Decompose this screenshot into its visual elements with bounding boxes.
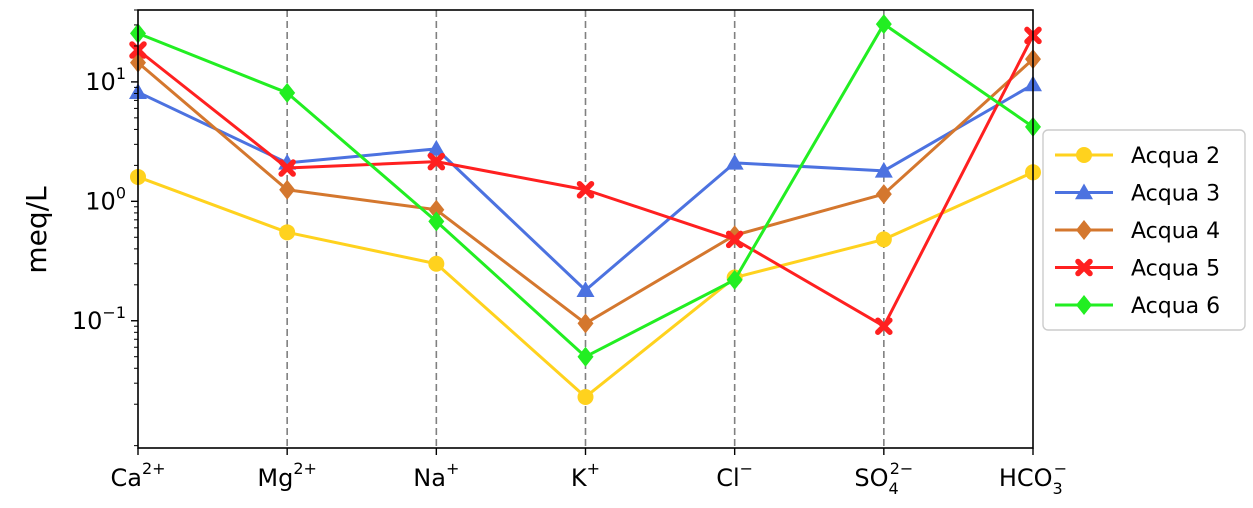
x-marker-stroke <box>1075 258 1093 277</box>
x-marker-stroke <box>576 181 595 199</box>
legend-entry: Acqua 3 <box>1055 182 1220 207</box>
x-tick-label: K+ <box>571 459 600 492</box>
data-point <box>875 14 892 35</box>
x-tick-label: HCO3− <box>999 459 1067 498</box>
grid-layer <box>286 10 885 448</box>
x-marker-stroke <box>725 230 744 249</box>
data-point <box>875 231 892 248</box>
data-point <box>428 211 445 232</box>
y-tick-label: 10−1 <box>72 303 126 335</box>
x-tick-label: Cl− <box>716 459 753 492</box>
data-point <box>428 199 445 220</box>
axis-layer: Ca2+ Mg2+ Na+ K+ Cl− SO42− HCO3− 101 100 10−1 <box>72 9 1067 498</box>
legend-label: Acqua 4 <box>1131 219 1220 244</box>
data-point <box>726 269 743 290</box>
data-point <box>725 153 744 170</box>
legend-entry: Acqua 5 <box>1055 257 1220 282</box>
x-tick-label: Mg2+ <box>257 459 317 492</box>
legend-marker <box>1076 147 1092 163</box>
y-axis-label: meq/L <box>20 186 53 274</box>
data-point <box>278 159 296 177</box>
y-tick-label: 101 <box>85 64 126 96</box>
plot-frame <box>137 9 1034 449</box>
data-point <box>279 179 296 200</box>
legend-entry: Acqua 4 <box>1055 219 1220 244</box>
x-marker-stroke <box>875 317 893 335</box>
legend: Acqua 2 Acqua 3 Acqua 4 Acqua 5 Acqua 6 <box>1042 129 1246 331</box>
legend-marker <box>1076 220 1092 240</box>
x-marker-stroke <box>278 159 296 177</box>
x-tick-label: Na+ <box>413 459 459 492</box>
series-layer <box>129 14 1042 405</box>
data-point <box>577 388 594 405</box>
data-point <box>875 317 893 335</box>
legend-marker <box>1075 258 1093 277</box>
data-point <box>875 184 892 205</box>
x-marker-stroke <box>427 152 446 171</box>
legend-box <box>1042 129 1246 331</box>
data-point <box>279 224 296 241</box>
data-point <box>874 161 893 178</box>
legend-marker <box>1075 183 1093 200</box>
data-point <box>577 313 594 334</box>
legend-label: Acqua 2 <box>1131 144 1220 169</box>
legend-entry: Acqua 2 <box>1055 144 1220 169</box>
data-point <box>576 181 595 199</box>
data-point <box>427 139 446 156</box>
legend-label: Acqua 6 <box>1131 294 1220 319</box>
data-point <box>427 152 446 171</box>
data-point <box>725 230 744 249</box>
y-tick-label: 100 <box>85 183 126 215</box>
legend-label: Acqua 5 <box>1131 257 1220 282</box>
data-point <box>428 255 445 272</box>
legend-entry: Acqua 6 <box>1055 294 1220 319</box>
x-tick-label: Ca2+ <box>110 459 165 492</box>
x-tick-label: SO42− <box>854 459 913 498</box>
data-point <box>279 82 296 103</box>
legend-label: Acqua 3 <box>1131 182 1220 207</box>
data-point <box>577 346 594 367</box>
legend-marker <box>1076 295 1092 315</box>
data-point <box>576 281 595 298</box>
